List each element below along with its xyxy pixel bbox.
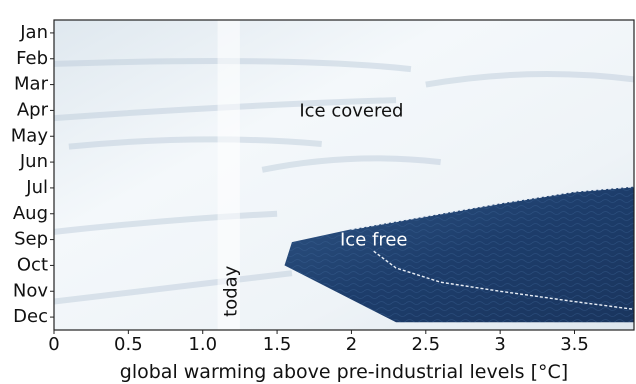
x-axis-title: global warming above pre-industrial leve… bbox=[120, 361, 568, 383]
y-tick-label: Oct bbox=[17, 254, 48, 275]
y-tick-label: Aug bbox=[13, 203, 48, 224]
x-tick-label: 2 bbox=[346, 334, 357, 355]
x-tick-label: 1.5 bbox=[263, 334, 292, 355]
ice-crack bbox=[261, 155, 442, 173]
water-texture bbox=[284, 186, 634, 323]
ice-crack bbox=[54, 58, 412, 73]
y-tick-label: Dec bbox=[13, 306, 48, 327]
ice-covered-label: Ice covered bbox=[299, 100, 403, 121]
ice-crack bbox=[54, 270, 293, 305]
y-tick-label: Feb bbox=[16, 48, 48, 69]
y-tick-label: Nov bbox=[13, 280, 48, 301]
ice-free-boundary bbox=[351, 185, 634, 311]
ice-crack bbox=[54, 210, 278, 235]
x-tick-label: 3 bbox=[494, 334, 505, 355]
ice-crack bbox=[425, 71, 634, 88]
x-tick-label: 0.5 bbox=[114, 334, 143, 355]
x-tick-label: 2.5 bbox=[411, 334, 440, 355]
y-tick-label: Jul bbox=[25, 177, 48, 198]
y-tick-label: Apr bbox=[17, 99, 49, 120]
y-tick-label: Mar bbox=[14, 74, 49, 95]
boundary-upper bbox=[351, 185, 634, 230]
y-tick-label: May bbox=[11, 125, 49, 146]
plot-frame bbox=[53, 19, 635, 331]
today-band bbox=[217, 20, 240, 330]
today-marker bbox=[217, 20, 240, 330]
x-tick-label: 1.0 bbox=[188, 334, 217, 355]
x-axis: 0 0.5 1.0 1.5 2 2.5 3 3.5 bbox=[48, 330, 589, 355]
y-tick-label: Jan bbox=[19, 22, 48, 43]
x-tick-label: 3.5 bbox=[560, 334, 589, 355]
x-tick-label: 0 bbox=[48, 334, 59, 355]
y-tick-label: Sep bbox=[14, 229, 48, 250]
y-tick-label: Jun bbox=[19, 151, 48, 172]
plot-background bbox=[54, 20, 634, 330]
y-axis: Jan Feb Mar Apr May Jun Jul Aug Sep Oct Nov Dec bbox=[11, 22, 54, 327]
ice-crack bbox=[68, 136, 322, 150]
today-label: today bbox=[221, 265, 242, 317]
ice-free-label: Ice free bbox=[340, 230, 408, 251]
